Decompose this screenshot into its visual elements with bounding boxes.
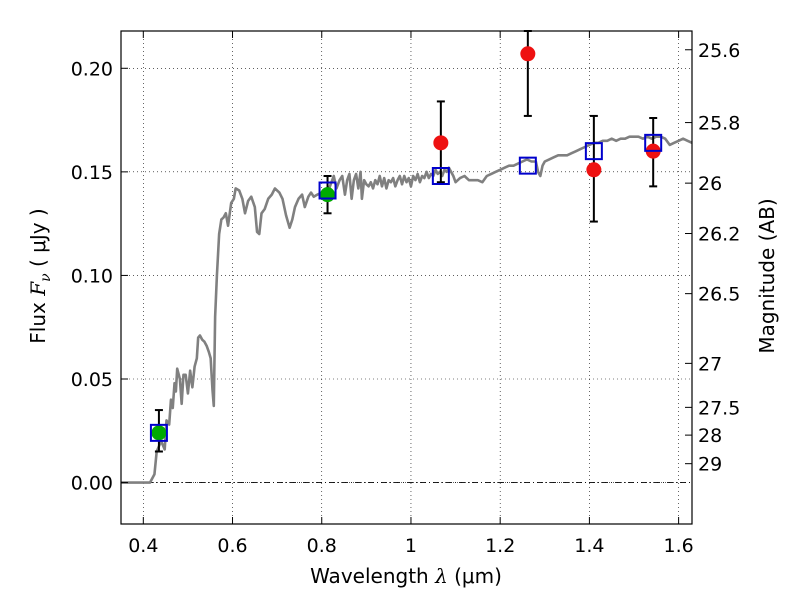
x-tick-label: 1.4: [574, 535, 604, 557]
y-tick-label: 0.20: [71, 58, 113, 80]
model-photometry-square: [431, 167, 450, 185]
x-tick-label: 0.6: [217, 535, 247, 557]
y-tick-label: 0.15: [71, 162, 113, 184]
y2-tick-label: 27.5: [698, 397, 740, 419]
model-photometry-square: [318, 181, 337, 200]
x-tick-label: 1.2: [485, 535, 515, 557]
observed-point-red: [433, 135, 449, 151]
observed-point-green: [151, 425, 167, 441]
model-photometry-square: [644, 133, 663, 152]
y-axis-label: Flux Fν ( μJy ): [26, 208, 54, 343]
model-photometry-square: [149, 423, 168, 442]
y2-tick-label: 27: [698, 353, 722, 375]
x-tick-label: 1.6: [664, 535, 694, 557]
model-photometry-markers: [149, 133, 663, 442]
y2-tick-label: 25.6: [698, 40, 740, 62]
y-tick-label: 0.00: [71, 473, 113, 495]
y-tick-labels: 0.00 0.05 0.10 0.15 0.20: [71, 58, 113, 494]
observed-point-red: [520, 46, 536, 62]
y2-tick-label: 26: [698, 173, 722, 195]
y-tick-label: 0.10: [71, 265, 113, 287]
y2-axis-label: Magnitude (AB): [755, 198, 779, 353]
observed-point-green: [320, 187, 336, 203]
model-photometry-square: [518, 156, 537, 175]
observed-photometry-markers: [151, 46, 661, 441]
y-tick-label: 0.05: [71, 369, 113, 391]
axis-ticks: [121, 31, 692, 524]
x-tick-label: 1: [405, 535, 417, 557]
x-tick-label: 0.4: [128, 535, 158, 557]
x-axis-label: Wavelength λ (μm): [310, 564, 502, 588]
x-tick-labels: 0.4 0.6 0.8 1 1.2 1.4 1.6: [128, 535, 694, 557]
model-spectrum-line: [121, 135, 693, 484]
y2-tick-label: 29: [698, 454, 722, 476]
y2-tick-labels: 25.6 25.8 26 26.2 26.5 27 27.5 28 29: [698, 40, 740, 476]
x-tick-label: 0.8: [307, 535, 337, 557]
plot-frame: [120, 30, 693, 525]
model-photometry-square: [584, 142, 603, 161]
observed-point-red: [586, 162, 602, 178]
y2-tick-label: 28: [698, 425, 722, 447]
y2-tick-label: 26.5: [698, 284, 740, 306]
y2-tick-label: 25.8: [698, 113, 740, 135]
y2-tick-label: 26.2: [698, 224, 740, 246]
